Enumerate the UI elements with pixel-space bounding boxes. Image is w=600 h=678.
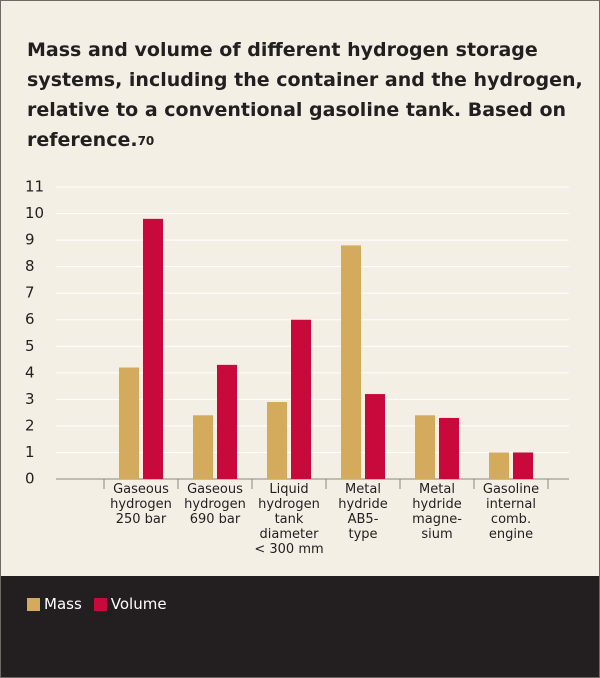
x-tick-label: Gaseous hydrogen 690 bar [184, 482, 246, 527]
y-tick-label: 8 [25, 257, 35, 275]
y-tick-label: 4 [25, 363, 35, 381]
x-tick-label: Gasoline internal comb. engine [482, 482, 540, 542]
legend-label: Volume [110, 595, 167, 613]
title-text: Mass and volume of different hydrogen st… [27, 39, 583, 151]
bar [415, 415, 435, 479]
chart-title: Mass and volume of different hydrogen st… [27, 35, 587, 157]
y-tick-label: 2 [25, 416, 35, 434]
y-tick-label: 3 [25, 390, 35, 408]
x-tick-label: Metal hydride magne- sium [412, 482, 462, 542]
y-tick-label: 1 [25, 443, 35, 461]
y-tick-label: 7 [25, 284, 35, 302]
bar [217, 364, 237, 479]
x-tick-label: Liquid hydrogen tank diameter < 300 mm [254, 482, 324, 557]
bar [439, 417, 459, 479]
legend-band [1, 576, 599, 677]
y-tick-label: 11 [25, 178, 44, 196]
y-tick-label: 5 [25, 337, 35, 355]
bar [267, 402, 287, 479]
x-tick-label: Gaseous hydrogen 250 bar [110, 482, 172, 527]
bar [193, 415, 213, 479]
y-tick-label: 9 [25, 231, 35, 249]
reference: 70 [137, 134, 155, 148]
legend-label: Mass [44, 595, 82, 613]
y-tick-label: 6 [25, 310, 35, 328]
bar [119, 367, 139, 479]
bar [143, 218, 163, 479]
bar [291, 319, 311, 479]
bar [341, 245, 361, 479]
y-tick-label: 0 [25, 470, 35, 488]
bar [365, 394, 385, 479]
bar [513, 452, 533, 479]
y-tick-label: 10 [25, 204, 44, 222]
legend-swatch [93, 598, 107, 611]
bar [489, 452, 509, 479]
legend-swatch [27, 598, 40, 611]
x-tick-label: Metal hydride AB5- type [338, 482, 388, 542]
